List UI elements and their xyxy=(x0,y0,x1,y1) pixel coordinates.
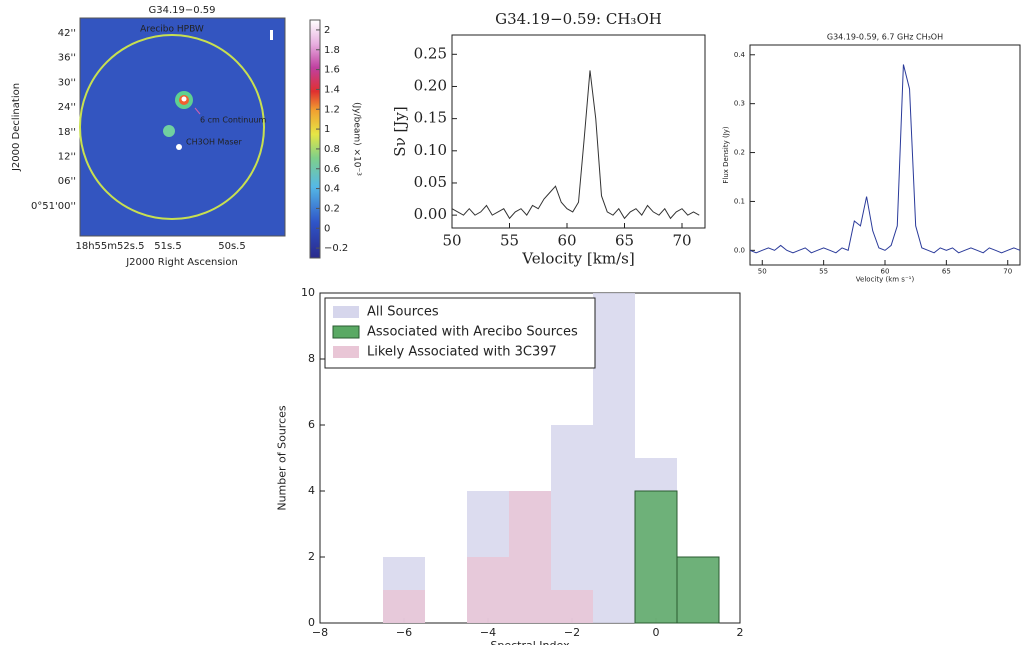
colorbar-tick-label: 0.6 xyxy=(324,164,340,175)
y-tick-label: 0 xyxy=(308,616,315,629)
plot-frame xyxy=(451,34,706,229)
legend-box xyxy=(324,297,596,369)
legend-label: Likely Associated with 3C397 xyxy=(367,345,557,360)
colorbar-tick-label: 0 xyxy=(324,223,330,234)
x-tick-label: 55 xyxy=(819,267,828,275)
panel-title: G34.19−0.59 xyxy=(148,5,215,16)
x-tick-label: −2 xyxy=(564,626,580,639)
x-tick-label: 60 xyxy=(881,267,890,275)
y-axis-label: Sν [Jy] xyxy=(391,106,409,156)
x-tick-label: 55 xyxy=(500,232,519,250)
x-tick-label: 0 xyxy=(653,626,660,639)
panel-title: G34.19−0.59: CH₃OH xyxy=(495,10,662,28)
x-tick-label: 50 xyxy=(758,267,767,275)
y-tick-label: 18'' xyxy=(58,127,76,138)
y-tick-label: 6 xyxy=(308,418,315,431)
y-tick-label: 0.3 xyxy=(734,100,745,108)
x-tick-label: 65 xyxy=(942,267,951,275)
panel-title: G34.19-0.59, 6.7 GHz CH₃OH xyxy=(827,33,943,42)
histogram-bar xyxy=(634,490,678,624)
x-tick-label: 60 xyxy=(557,232,576,250)
y-tick-label: 06'' xyxy=(58,176,76,187)
pointer xyxy=(194,107,201,115)
maser-marker xyxy=(176,144,182,150)
y-tick-label: 0.05 xyxy=(414,173,447,191)
x-tick-label: 51s.5 xyxy=(154,241,181,252)
histogram-bar xyxy=(467,557,509,623)
y-tick-label: 0.0 xyxy=(734,246,745,254)
colorbar-tick-label: 0.4 xyxy=(324,184,340,195)
y-tick-label: 8 xyxy=(308,352,315,365)
y-tick-label: 0.00 xyxy=(414,205,447,223)
colorbar-tick-label: 1.8 xyxy=(324,45,340,56)
y-axis-label: J2000 Declination xyxy=(11,83,22,172)
y-tick-label: 4 xyxy=(308,484,315,497)
x-tick-label: 50s.5 xyxy=(218,241,245,252)
y-tick-label: 2 xyxy=(308,550,315,563)
colorbar-tick-label: 1.2 xyxy=(324,104,340,115)
sky-image xyxy=(79,17,286,237)
colorbar-tick-label: −0.2 xyxy=(324,243,348,254)
x-tick-label: 70 xyxy=(1003,267,1012,275)
y-tick-label: 0.2 xyxy=(734,149,745,157)
spectrum-line xyxy=(451,70,700,220)
x-tick-label: −4 xyxy=(480,626,496,639)
legend-swatch xyxy=(333,306,359,318)
y-tick-label: 0.20 xyxy=(414,76,447,94)
scale-bar xyxy=(270,30,273,40)
x-tick-label: 70 xyxy=(672,232,691,250)
x-axis-label: J2000 Right Ascension xyxy=(125,257,238,268)
x-tick-label: 2 xyxy=(737,626,744,639)
histogram-bar xyxy=(383,590,425,623)
colorbar-tick-label: 1 xyxy=(324,124,330,135)
y-tick-label: 36'' xyxy=(58,53,76,64)
x-tick-label: 18h55m52s.5 xyxy=(75,241,144,252)
y-tick-label: 0.4 xyxy=(734,51,746,59)
colorbar-tick-label: 0.8 xyxy=(324,144,340,155)
y-tick-label: 10 xyxy=(301,286,315,299)
y-tick-label: 0.25 xyxy=(414,44,447,62)
y-tick-label: 42'' xyxy=(58,28,76,39)
histogram-bar xyxy=(676,556,720,624)
histogram-bar xyxy=(509,491,551,623)
y-tick-label: 0.10 xyxy=(414,141,447,159)
spectrum-line xyxy=(749,64,1021,254)
y-tick-label: 30'' xyxy=(58,77,76,88)
x-axis-label: Velocity [km/s] xyxy=(521,250,634,268)
x-axis-label: Spectral Index xyxy=(490,639,570,645)
x-tick-label: −8 xyxy=(312,626,328,639)
legend-label: All Sources xyxy=(367,305,439,320)
x-axis-label: Velocity (km s⁻¹) xyxy=(856,276,915,284)
y-tick-label: 0.15 xyxy=(414,109,447,127)
colorbar xyxy=(309,19,321,259)
y-tick-label: 24'' xyxy=(58,102,76,113)
colorbar-label: (Jy/beam) ×10⁻³ xyxy=(352,102,362,176)
colorbar-tick-label: 1.6 xyxy=(324,65,340,76)
y-tick-label: 0.1 xyxy=(734,197,745,205)
histogram-bar xyxy=(551,590,593,623)
legend-swatch xyxy=(332,325,360,339)
histogram-bar xyxy=(593,293,635,623)
plot-frame xyxy=(749,44,1021,266)
legend-swatch xyxy=(333,346,359,358)
y-axis-label: Flux Density (Jy) xyxy=(722,126,730,184)
legend-label: Associated with Arecibo Sources xyxy=(367,325,578,340)
y-tick-label: 12'' xyxy=(58,152,76,163)
annotation: CH3OH Maser xyxy=(186,138,242,147)
colorbar-tick-label: 0.2 xyxy=(324,203,340,214)
y-axis-label: Number of Sources xyxy=(276,405,289,511)
continuum-peak xyxy=(181,96,187,102)
colorbar-tick-label: 2 xyxy=(324,25,330,36)
y-tick-label: 0°51'00'' xyxy=(31,201,76,212)
beam-circle xyxy=(79,34,265,220)
source-blob xyxy=(163,125,175,137)
annotation: Arecibo HPBW xyxy=(140,25,204,35)
x-tick-label: 50 xyxy=(442,232,461,250)
x-tick-label: 65 xyxy=(615,232,634,250)
annotation: 6 cm Continuum xyxy=(200,116,266,125)
x-tick-label: −6 xyxy=(396,626,412,639)
colorbar-tick-label: 1.4 xyxy=(324,84,340,95)
